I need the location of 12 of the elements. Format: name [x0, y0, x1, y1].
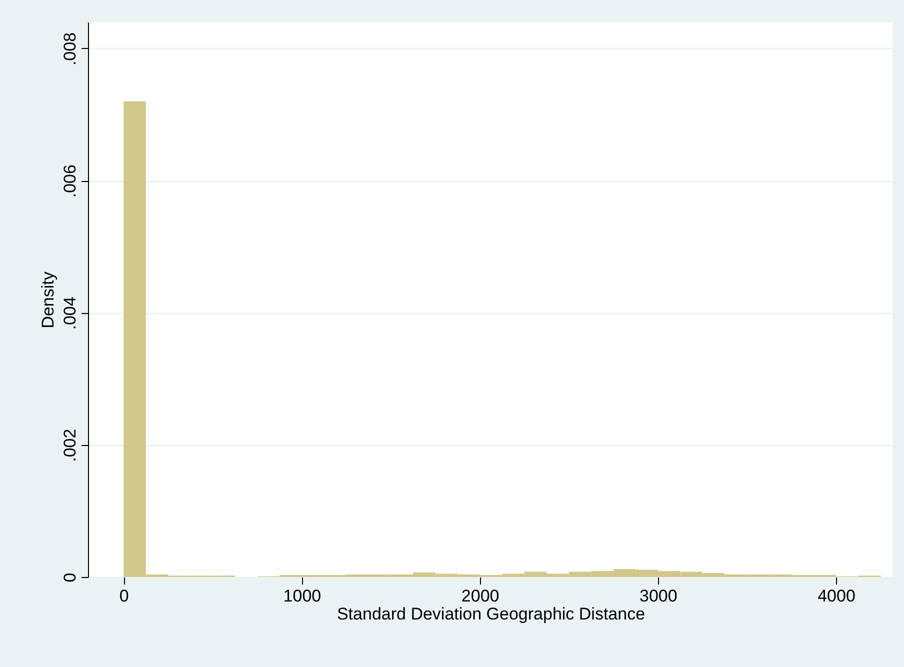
- x-tick-label: 4000: [818, 586, 856, 606]
- x-tick-label: 1000: [283, 586, 322, 606]
- y-tick-label: .006: [60, 164, 80, 198]
- x-tick-label: 0: [119, 586, 129, 606]
- x-tick-label: 2000: [461, 586, 500, 606]
- y-tick-label: 0: [60, 572, 80, 582]
- x-tick-label: 3000: [639, 586, 678, 606]
- y-tick-label: .008: [60, 32, 80, 66]
- y-axis-title: Density: [38, 271, 58, 328]
- x-axis-title: Standard Deviation Geographic Distance: [336, 604, 646, 624]
- y-tick-label: .004: [60, 296, 80, 330]
- y-tick-label: .002: [60, 428, 80, 462]
